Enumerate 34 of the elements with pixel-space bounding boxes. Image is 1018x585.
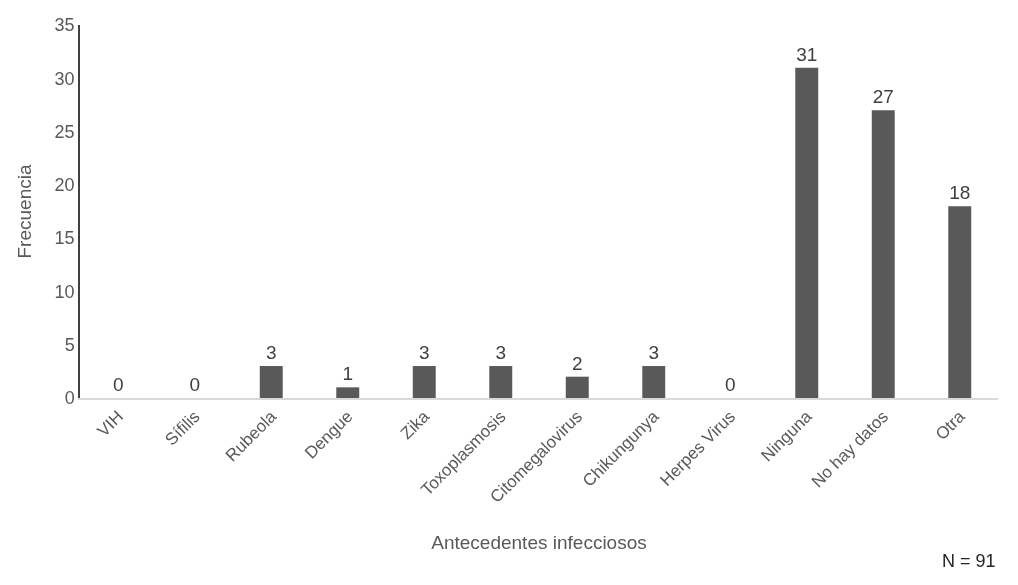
y-tick-label: 25 — [54, 121, 75, 142]
y-tick-label: 35 — [54, 15, 75, 36]
bar — [336, 387, 360, 398]
x-tick-label: VIH — [93, 407, 128, 441]
bar — [642, 366, 666, 398]
data-label: 0 — [189, 374, 201, 395]
y-tick-label: 5 — [64, 335, 75, 356]
data-label: 3 — [648, 342, 660, 364]
data-label: 18 — [949, 182, 971, 204]
text: N = 91 — [942, 551, 996, 571]
y-tick-label: 10 — [54, 281, 75, 302]
bar — [489, 366, 513, 398]
y-tick-label: 15 — [54, 228, 75, 249]
bar — [565, 376, 589, 398]
data-label: 31 — [796, 43, 818, 65]
data-label: 3 — [418, 342, 430, 364]
y-axis-title: Frecuencia — [13, 164, 35, 259]
y-tick-label: 20 — [54, 175, 75, 196]
x-axis-title: Antecedentes infecciosos — [431, 531, 647, 553]
y-tick-label: 0 — [64, 388, 75, 409]
data-label: 27 — [872, 86, 894, 108]
y-tick-label: 30 — [54, 68, 75, 89]
data-label: 2 — [571, 352, 583, 374]
x-tick-label: Otra — [931, 406, 969, 444]
data-label: 1 — [342, 363, 354, 385]
bar — [871, 110, 895, 398]
data-label: 0 — [112, 374, 124, 395]
bar — [948, 206, 972, 398]
bar — [795, 67, 819, 398]
bar — [412, 366, 436, 398]
data-label: 3 — [495, 342, 507, 364]
data-label: 3 — [265, 342, 277, 364]
data-label: 0 — [724, 374, 736, 395]
bar — [259, 366, 283, 398]
